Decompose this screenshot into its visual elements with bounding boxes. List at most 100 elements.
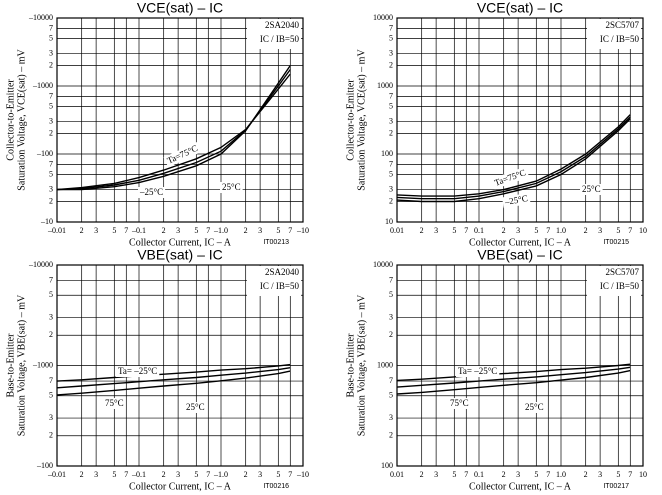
curve xyxy=(57,65,291,191)
y-tick-label: 2 xyxy=(389,431,393,440)
y-tick-label: 3 xyxy=(49,312,53,321)
condition: IC / IB=50 xyxy=(600,34,640,44)
x-tick-label: –1.0 xyxy=(213,470,228,479)
x-tick-label: 3 xyxy=(258,226,262,235)
x-tick-label: 5 xyxy=(194,470,198,479)
curve-label: –25°C xyxy=(503,193,528,207)
x-tick-label: 5 xyxy=(534,470,538,479)
curve xyxy=(396,363,631,382)
label-bg xyxy=(580,184,603,195)
y-tick-label: 2 xyxy=(49,128,53,137)
x-tick-label: 2 xyxy=(584,470,588,479)
curve-label: 75°C xyxy=(105,398,124,408)
x-tick-label: 3 xyxy=(516,470,520,479)
y-tick-label: 2 xyxy=(49,431,53,440)
y-tick-label: –1000 xyxy=(32,360,53,369)
y-tick-label: 3 xyxy=(389,116,393,125)
y-tick-label: 2 xyxy=(49,60,53,69)
x-axis-label: Collector Current, IC – A xyxy=(129,237,232,248)
figure-id: IT00213 xyxy=(263,239,289,246)
x-tick-label: 2 xyxy=(244,226,248,235)
y-tick-label: –10000 xyxy=(28,13,53,22)
curve-label: 25°C xyxy=(525,402,544,412)
x-tick-label: 3 xyxy=(434,226,438,235)
y-tick-label: –100 xyxy=(36,461,53,470)
x-tick-label: 3 xyxy=(258,470,262,479)
x-tick-label: 0.1 xyxy=(474,470,484,479)
x-tick-label: 7 xyxy=(546,226,550,235)
y-tick-label: 7 xyxy=(49,376,53,385)
x-tick-label: –0.01 xyxy=(47,226,66,235)
curve-label: 25°C xyxy=(186,402,205,412)
x-axis-label: Collector Current, IC – A xyxy=(469,481,572,492)
curve xyxy=(396,114,631,197)
x-tick-label: 2 xyxy=(244,470,248,479)
x-tick-label: 5 xyxy=(452,226,456,235)
x-tick-label: 10 xyxy=(639,226,647,235)
y-tick-label: 3 xyxy=(49,116,53,125)
y-tick-label: 3 xyxy=(389,312,393,321)
x-tick-label: 3 xyxy=(176,226,180,235)
y-tick-label: 7 xyxy=(49,91,53,100)
x-tick-label: 5 xyxy=(276,470,280,479)
y-tick-label: 2 xyxy=(389,60,393,69)
x-tick-label: 3 xyxy=(598,226,602,235)
y-tick-label: 3 xyxy=(389,413,393,422)
x-tick-label: 5 xyxy=(534,226,538,235)
y-tick-label: 7 xyxy=(389,23,393,32)
y-tick-label: 2 xyxy=(49,330,53,339)
x-tick-label: 5 xyxy=(112,470,116,479)
curve-label: Ta=75°C xyxy=(165,143,199,166)
label-bg xyxy=(491,166,530,190)
y-axis-label: Collector-to-Emitter xyxy=(345,79,356,161)
x-tick-label: 7 xyxy=(288,226,292,235)
x-tick-label: –0.1 xyxy=(131,226,146,235)
y-tick-label: 100 xyxy=(381,149,393,158)
y-tick-label: 5 xyxy=(49,101,53,110)
x-tick-label: 7 xyxy=(206,470,210,479)
chart-title: VCE(sat) – IC xyxy=(137,0,223,16)
x-tick-label: 3 xyxy=(94,226,98,235)
chart-title: VBE(sat) – IC xyxy=(477,247,563,263)
x-tick-label: 5 xyxy=(276,226,280,235)
y-axis-label: Saturation Voltage, VBE(sat) – mV xyxy=(16,294,27,436)
x-tick-label: 2 xyxy=(80,226,84,235)
curve xyxy=(396,118,631,203)
condition: IC / IB=50 xyxy=(600,281,640,291)
label-bg xyxy=(138,187,166,198)
x-tick-label: 5 xyxy=(112,226,116,235)
x-tick-label: 5 xyxy=(194,226,198,235)
x-tick-label: 7 xyxy=(464,470,468,479)
curve-label: 25°C xyxy=(582,184,601,194)
device-name: 2SC5707 xyxy=(605,267,639,277)
x-tick-label: 0.01 xyxy=(390,226,404,235)
y-tick-label: 7 xyxy=(389,275,393,284)
y-tick-label: –1000 xyxy=(32,81,53,90)
y-tick-label: 2 xyxy=(389,330,393,339)
x-tick-label: 2 xyxy=(420,226,424,235)
x-axis-label: Collector Current, IC – A xyxy=(129,481,232,492)
y-axis-label: Saturation Voltage, VBE(sat) – mV xyxy=(356,294,367,436)
label-bg xyxy=(501,192,531,209)
chart-title: VCE(sat) – IC xyxy=(477,0,563,16)
x-tick-label: 3 xyxy=(516,226,520,235)
y-tick-label: 1000 xyxy=(377,360,393,369)
x-tick-label: 5 xyxy=(616,470,620,479)
chart-title: VBE(sat) – IC xyxy=(137,247,223,263)
y-tick-label: 10000 xyxy=(373,260,393,269)
figure-id: IT00215 xyxy=(603,239,629,246)
plot-frame xyxy=(56,17,304,223)
x-tick-label: 3 xyxy=(176,470,180,479)
x-tick-label: 7 xyxy=(628,470,632,479)
label-bg xyxy=(523,402,546,413)
device-name: 2SC5707 xyxy=(605,20,639,30)
x-tick-label: –10 xyxy=(296,226,309,235)
label-bg xyxy=(116,366,160,377)
x-tick-label: –1.0 xyxy=(213,226,228,235)
x-tick-label: 2 xyxy=(502,470,506,479)
plot-frame xyxy=(56,264,304,467)
curve xyxy=(56,363,291,382)
curve-label: 75°C xyxy=(450,398,469,408)
x-tick-label: 3 xyxy=(434,470,438,479)
y-tick-label: –10000 xyxy=(28,260,53,269)
